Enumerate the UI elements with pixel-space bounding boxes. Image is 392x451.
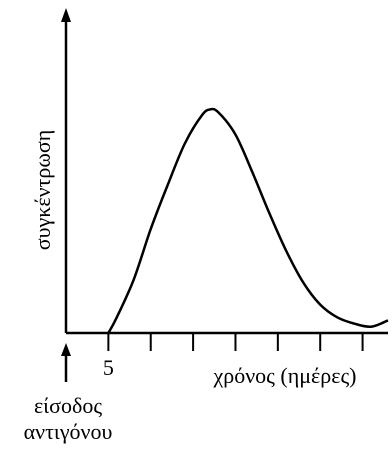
x-tick-label-0: 5 bbox=[103, 355, 114, 380]
x-tick-labels: 5 bbox=[103, 355, 114, 380]
x-ticks bbox=[107, 333, 364, 351]
antigen-entry-arrowhead bbox=[61, 343, 71, 356]
y-axis-arrowhead bbox=[61, 8, 71, 22]
x-axis-label: χρόνος (ημέρες) bbox=[212, 363, 356, 388]
y-axis-label: συγκέντρωση bbox=[30, 130, 55, 250]
series-line bbox=[107, 107, 389, 334]
antigen-entry-label-line2: αντιγόνου bbox=[24, 419, 113, 444]
axes bbox=[61, 8, 388, 335]
antigen-entry-label-line1: είσοδος bbox=[34, 393, 102, 418]
antigen-entry-annotation: είσοδος αντιγόνου bbox=[24, 343, 113, 444]
